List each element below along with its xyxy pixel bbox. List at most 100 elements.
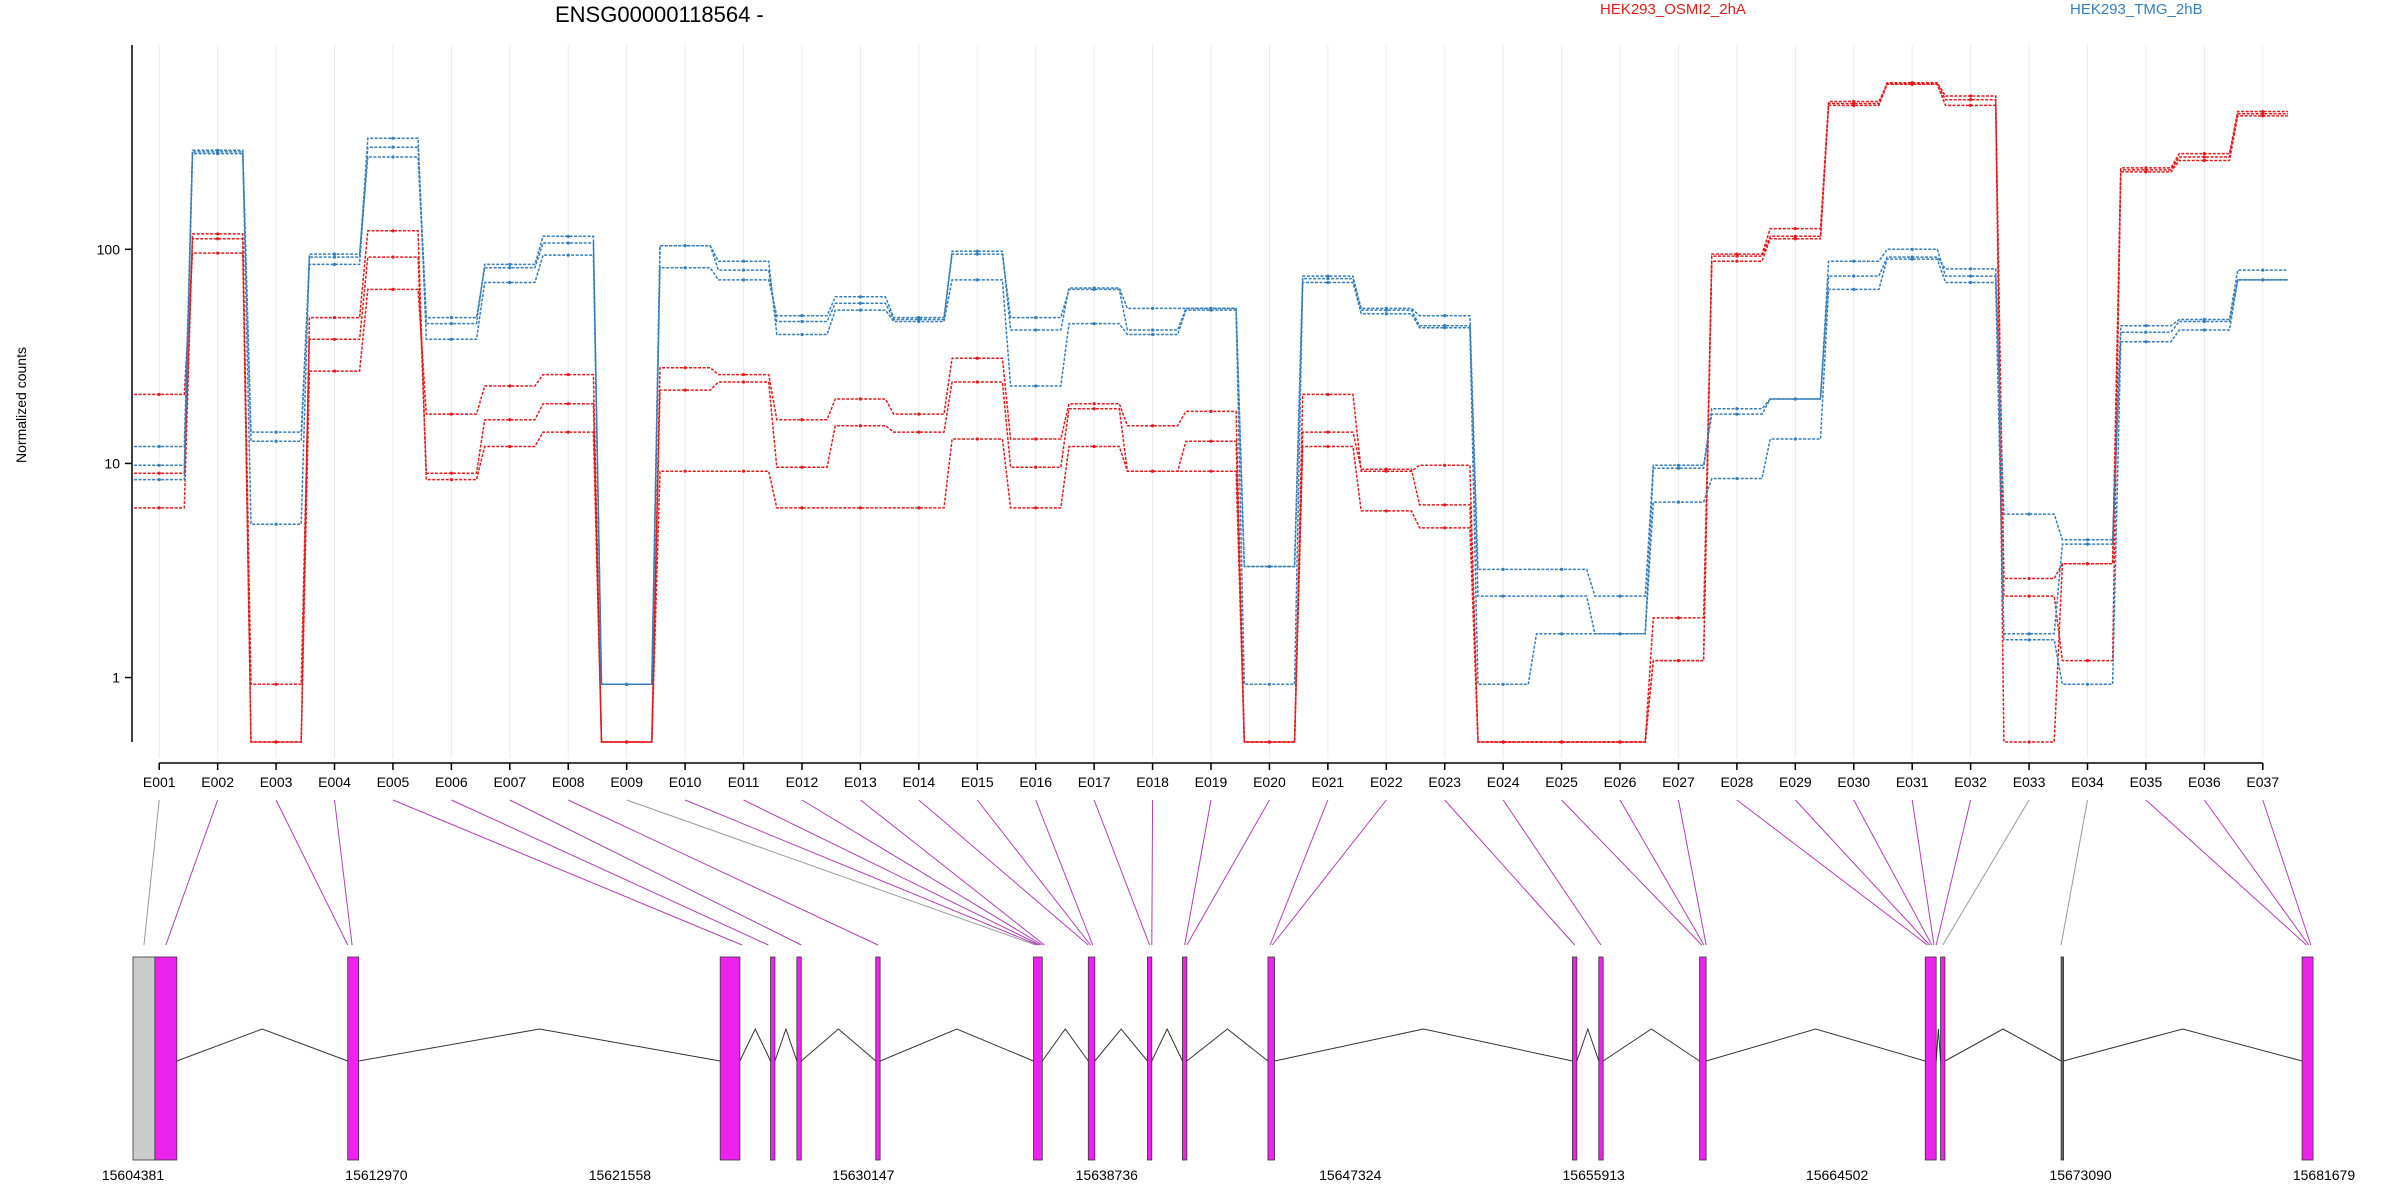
- y-tick-label: 100: [97, 241, 121, 257]
- exon-block: [1087, 956, 1096, 1161]
- x-tick-label: E021: [1312, 774, 1345, 790]
- x-tick-label: E010: [669, 774, 702, 790]
- data-point: [1150, 469, 1155, 473]
- data-point: [1209, 439, 1213, 443]
- exon-connector: [509, 799, 802, 946]
- x-tick-label: E027: [1662, 774, 1695, 790]
- exon-block: [875, 956, 881, 1161]
- x-tick-label: E018: [1136, 774, 1169, 790]
- gene-axis-tick-label: 15673090: [2049, 1167, 2112, 1183]
- x-tick-label: E016: [1019, 774, 1052, 790]
- exon-connector: [801, 799, 1043, 946]
- series-6: [134, 150, 2288, 686]
- exon-block: [1598, 956, 1604, 1161]
- data-point: [625, 740, 629, 744]
- data-point: [508, 280, 512, 285]
- y-tick-label: 1: [112, 670, 120, 686]
- x-tick-label: E019: [1195, 774, 1228, 790]
- data-point: [2202, 158, 2206, 163]
- x-tick-label: E009: [610, 774, 643, 790]
- intron-line: [2063, 1028, 2303, 1062]
- exon-connector: [1942, 799, 2030, 946]
- data-point: [741, 372, 746, 377]
- x-tick-label: E015: [961, 774, 994, 790]
- data-point: [1618, 740, 1622, 744]
- x-tick-label: E020: [1253, 774, 1286, 790]
- exon-connector: [2203, 799, 2310, 946]
- x-tick-label: E024: [1487, 774, 1520, 790]
- exon-connector: [2060, 799, 2088, 946]
- data-point: [566, 372, 570, 377]
- data-point: [216, 237, 220, 241]
- intron-line: [739, 1027, 772, 1062]
- exon-connector: [1186, 799, 1270, 946]
- data-point: [800, 506, 804, 510]
- x-tick-label: E026: [1604, 774, 1637, 790]
- x-tick-label: E031: [1896, 774, 1929, 790]
- data-point: [1267, 564, 1272, 569]
- exon-connector: [684, 799, 1039, 946]
- exon-connector: [1444, 799, 1576, 946]
- data-point: [1618, 594, 1622, 598]
- x-tick-label: E032: [1954, 774, 1987, 790]
- exon-connector: [1184, 799, 1212, 946]
- exon-block: [1699, 956, 1707, 1161]
- data-point: [1559, 740, 1564, 744]
- gene-model: [132, 956, 2314, 1161]
- data-point: [566, 234, 570, 238]
- data-point: [1501, 740, 1505, 744]
- series-3: [134, 81, 2288, 744]
- data-point: [1852, 101, 1856, 106]
- data-point: [800, 314, 804, 318]
- data-point: [1034, 506, 1038, 510]
- exon-connector: [334, 799, 353, 946]
- x-tick-label: E002: [201, 774, 234, 790]
- data-point: [1969, 98, 1973, 102]
- legend-label-tmg: HEK293_TMG_2hB: [2070, 1, 2203, 18]
- data-point: [332, 262, 337, 267]
- data-point: [975, 356, 979, 360]
- data-point: [1735, 412, 1739, 416]
- exon-connector: [143, 799, 160, 946]
- data-point: [391, 229, 395, 233]
- x-tick-label: E005: [377, 774, 410, 790]
- exon-connector: [568, 799, 879, 946]
- x-tick-label: E035: [2130, 774, 2163, 790]
- data-point: [858, 301, 863, 305]
- data-point: [449, 337, 453, 341]
- exon-connector: [1619, 799, 1705, 946]
- data-point: [1326, 280, 1330, 285]
- exon-block: [2060, 956, 2064, 1161]
- intron-line: [1576, 1027, 1600, 1062]
- data-point: [1443, 314, 1447, 318]
- series-group: [134, 81, 2288, 744]
- data-point: [1969, 274, 1973, 278]
- exon-block: [1924, 956, 1937, 1161]
- exon-connector: [1093, 799, 1151, 946]
- data-point: [1559, 594, 1564, 598]
- gene-axis-tick-label: 15638736: [1076, 1167, 1139, 1183]
- exon-connector: [165, 799, 219, 946]
- gene-axis-tick-label: 15621558: [589, 1167, 652, 1183]
- intron-line: [774, 1027, 798, 1062]
- exon-block: [770, 956, 776, 1161]
- intron-line: [1944, 1028, 2062, 1062]
- gene-axis-tick-label: 15681679: [2293, 1167, 2356, 1183]
- intron-line: [358, 1028, 721, 1062]
- x-tick-label: E036: [2188, 774, 2221, 790]
- x-tick-label: E013: [844, 774, 877, 790]
- intron-line: [176, 1028, 348, 1062]
- x-tick-label: E011: [728, 774, 760, 790]
- intron-line: [1602, 1028, 1700, 1062]
- legend-label-osmi: HEK293_OSMI2_2hA: [1600, 1, 1746, 18]
- data-point: [1910, 257, 1914, 261]
- chart-title: ENSG00000118564 -: [555, 2, 764, 27]
- exon-connector: [860, 799, 1045, 946]
- exon-connector: [1561, 799, 1703, 946]
- data-point: [2261, 109, 2265, 114]
- exon-connector: [1911, 799, 1935, 946]
- data-point: [1559, 632, 1564, 636]
- data-point: [508, 418, 512, 422]
- exon-connector: [1677, 799, 1707, 946]
- y-tick-label: 10: [104, 455, 120, 471]
